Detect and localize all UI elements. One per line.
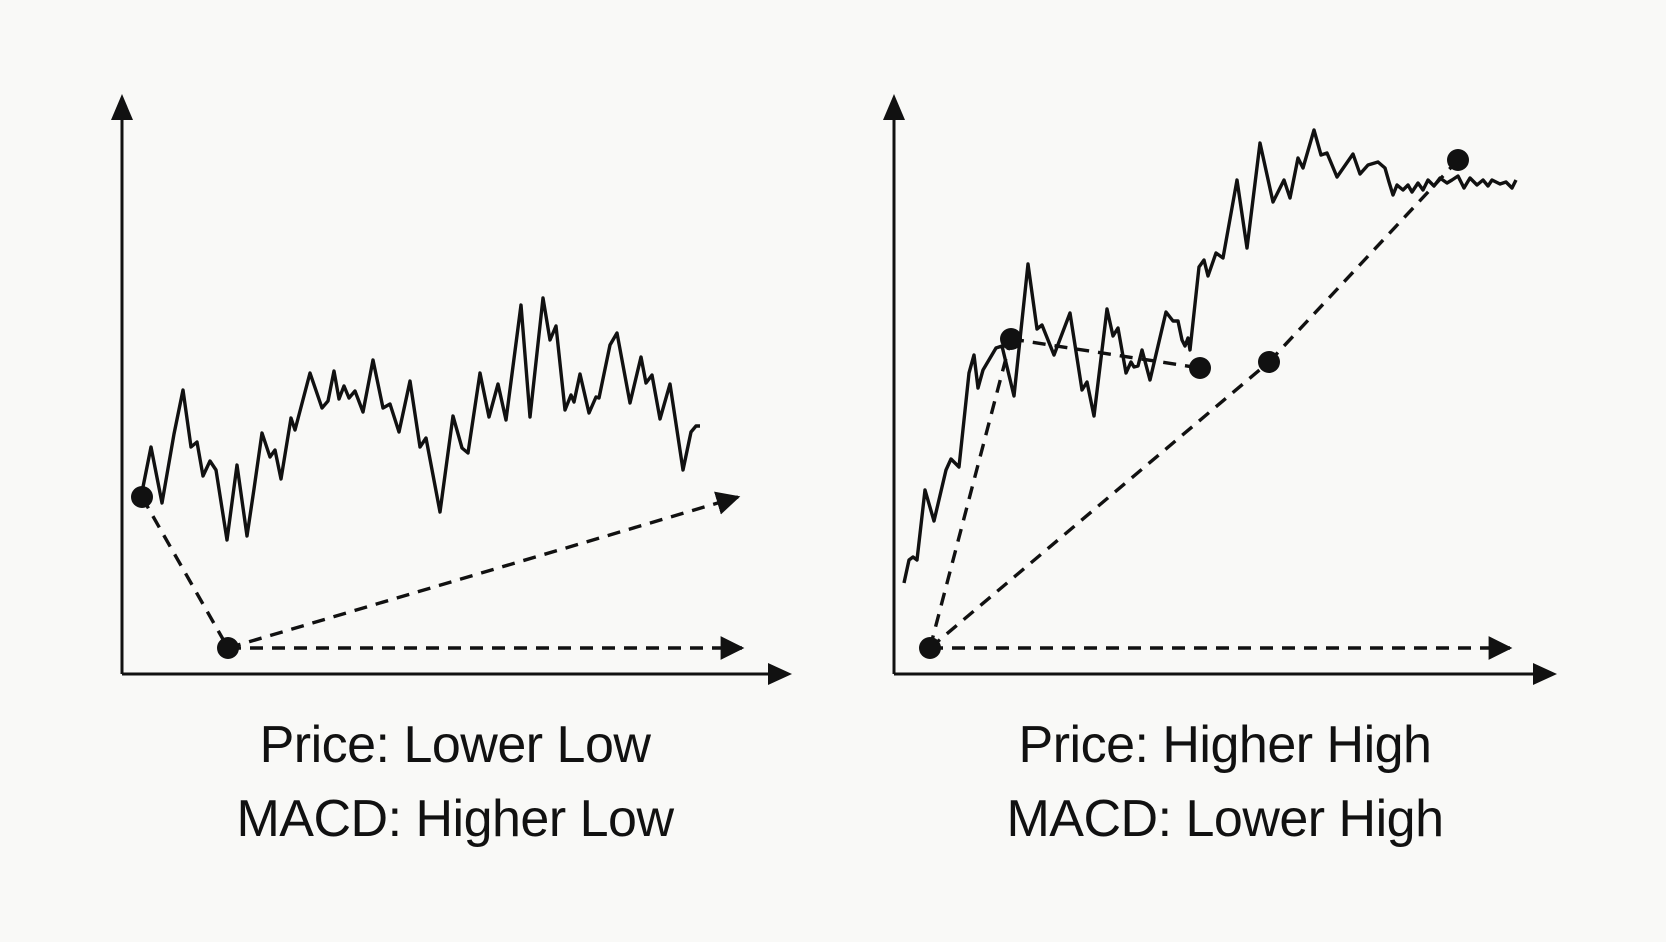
right-caption-macd: MACD: Lower High [1006,790,1444,848]
right-first-high-point [1000,328,1022,350]
right-macd-lines [928,158,1513,660]
right-price-high-point [1447,149,1469,171]
right-caption: Price: Higher High MACD: Lower High [920,708,1530,856]
right-price-line [902,128,1518,584]
right-caption-price: Price: Higher High [1018,716,1432,774]
left-macd-low-point [217,637,239,659]
left-price-line [139,296,700,542]
right-panel-bearish-divergence [883,94,1557,685]
right-macd-lower-point [1189,357,1211,379]
left-caption-macd: MACD: Higher Low [236,790,674,848]
left-caption: Price: Lower Low MACD: Higher Low [150,708,760,856]
left-caption-price: Price: Lower Low [259,716,651,774]
right-trend-point [1258,351,1280,373]
left-macd-lines [140,491,745,660]
left-price-low-point [131,486,153,508]
left-panel-bullish-divergence [111,94,792,685]
left-axes [111,94,792,685]
right-macd-origin-point [919,637,941,659]
right-axes [883,94,1557,685]
